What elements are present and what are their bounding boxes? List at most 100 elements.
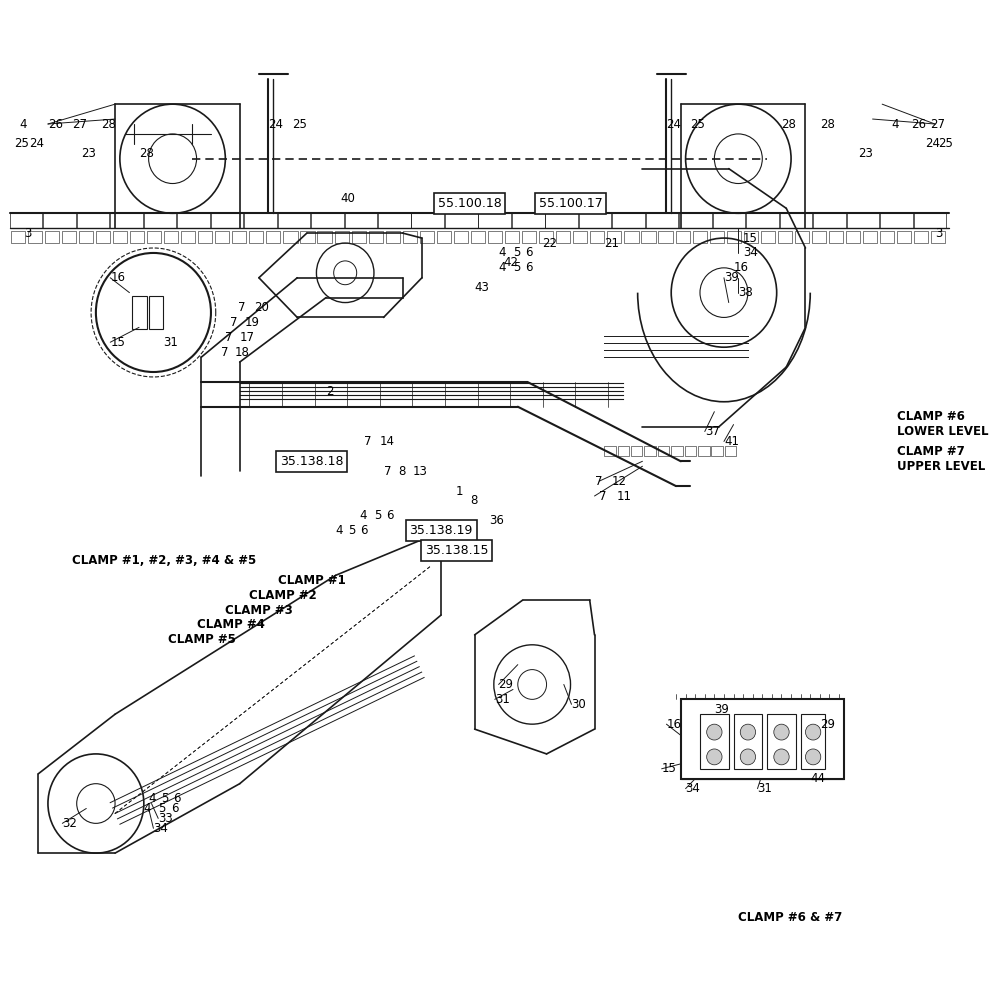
Bar: [198, 231, 212, 243]
Bar: [727, 231, 741, 243]
Text: 31: 31: [163, 335, 178, 349]
Text: 24: 24: [29, 137, 44, 151]
Text: 5: 5: [161, 792, 168, 806]
Text: CLAMP #4: CLAMP #4: [197, 618, 264, 632]
Text: 4: 4: [144, 802, 151, 815]
Circle shape: [740, 749, 756, 765]
Text: 3: 3: [935, 226, 942, 240]
Text: 19: 19: [245, 315, 260, 329]
Circle shape: [805, 724, 821, 740]
Text: 5: 5: [374, 509, 381, 523]
Text: 36: 36: [489, 514, 504, 528]
Bar: [132, 296, 147, 329]
Text: 39: 39: [714, 702, 729, 716]
Text: 4: 4: [149, 792, 156, 806]
Circle shape: [707, 724, 722, 740]
Text: 4: 4: [892, 117, 899, 131]
Circle shape: [707, 749, 722, 765]
Bar: [734, 714, 762, 769]
Circle shape: [774, 749, 789, 765]
Bar: [914, 231, 928, 243]
Text: 43: 43: [475, 281, 490, 295]
Text: 23: 23: [858, 147, 873, 161]
Bar: [522, 231, 536, 243]
Bar: [931, 231, 945, 243]
Text: 29: 29: [499, 678, 514, 691]
Bar: [266, 231, 280, 243]
Bar: [644, 446, 656, 456]
Bar: [130, 231, 144, 243]
Text: 22: 22: [542, 236, 557, 250]
Bar: [641, 231, 656, 243]
Text: 28: 28: [820, 117, 835, 131]
Text: CLAMP #6 & #7: CLAMP #6 & #7: [738, 911, 843, 925]
Bar: [795, 231, 809, 243]
Text: 25: 25: [690, 117, 705, 131]
Text: 7: 7: [599, 489, 607, 503]
Bar: [676, 231, 690, 243]
Bar: [846, 231, 860, 243]
Bar: [761, 231, 775, 243]
Bar: [300, 231, 315, 243]
Bar: [335, 231, 349, 243]
Bar: [573, 231, 587, 243]
Bar: [454, 231, 468, 243]
Text: 24: 24: [925, 137, 940, 151]
Text: CLAMP #1: CLAMP #1: [278, 573, 346, 587]
Text: 24: 24: [268, 117, 283, 131]
Text: 27: 27: [72, 117, 87, 131]
Bar: [28, 231, 42, 243]
Text: 6: 6: [174, 792, 181, 806]
Bar: [658, 446, 669, 456]
Text: 16: 16: [110, 271, 125, 285]
Bar: [780, 213, 812, 228]
Bar: [698, 446, 710, 456]
Text: 55.100.17: 55.100.17: [539, 196, 602, 210]
Bar: [113, 231, 127, 243]
Text: 15: 15: [662, 762, 676, 776]
Text: 3: 3: [24, 226, 31, 240]
Bar: [767, 714, 796, 769]
Bar: [545, 213, 578, 228]
Text: 24: 24: [666, 117, 681, 131]
Text: CLAMP #6: CLAMP #6: [897, 410, 964, 424]
Circle shape: [740, 724, 756, 740]
Bar: [386, 231, 400, 243]
Text: 34: 34: [153, 821, 168, 835]
Bar: [607, 231, 621, 243]
Text: 25: 25: [14, 137, 29, 151]
Bar: [863, 231, 877, 243]
Text: 15: 15: [743, 231, 758, 245]
Bar: [880, 213, 913, 228]
Text: 28: 28: [139, 147, 154, 161]
Text: 5: 5: [348, 524, 355, 538]
Bar: [631, 446, 642, 456]
Bar: [311, 213, 344, 228]
Bar: [62, 231, 76, 243]
Bar: [658, 231, 673, 243]
Text: 4: 4: [19, 117, 27, 131]
Circle shape: [805, 749, 821, 765]
Bar: [778, 231, 792, 243]
Text: 11: 11: [617, 489, 632, 503]
Bar: [539, 231, 553, 243]
Bar: [713, 213, 745, 228]
Text: 40: 40: [340, 191, 355, 205]
Text: 38: 38: [738, 286, 753, 300]
Text: 6: 6: [386, 509, 394, 523]
Text: 4: 4: [360, 509, 367, 523]
Bar: [700, 714, 729, 769]
Text: 39: 39: [724, 271, 739, 285]
Bar: [612, 213, 645, 228]
Text: CLAMP #2: CLAMP #2: [249, 588, 317, 602]
Bar: [177, 213, 210, 228]
Bar: [685, 446, 696, 456]
Bar: [471, 231, 485, 243]
Text: 32: 32: [62, 816, 77, 830]
Text: 5: 5: [158, 802, 166, 815]
Bar: [829, 231, 843, 243]
Bar: [725, 446, 736, 456]
Bar: [681, 699, 844, 779]
Text: 25: 25: [938, 137, 953, 151]
Text: 44: 44: [810, 772, 825, 786]
